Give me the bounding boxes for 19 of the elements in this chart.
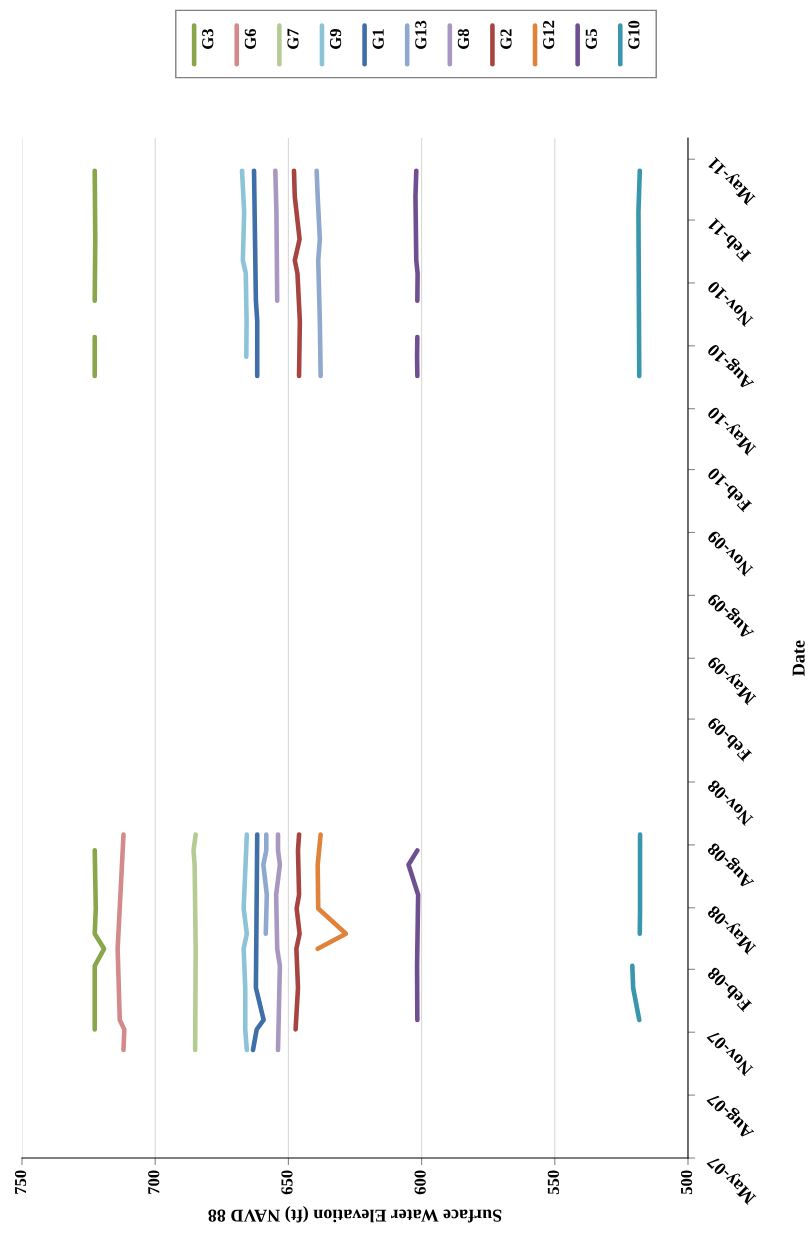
legend-label: G9 bbox=[329, 29, 342, 49]
legend-label: G12 bbox=[543, 20, 555, 49]
legend-label: G2 bbox=[500, 29, 512, 49]
legend-label: G8 bbox=[457, 29, 470, 49]
legend-label: G10 bbox=[628, 20, 640, 49]
legend-label: G6 bbox=[244, 28, 256, 49]
legend-label: G3 bbox=[202, 29, 214, 49]
legend-label: G7 bbox=[287, 28, 299, 49]
x-tick-label: 550 bbox=[547, 1170, 559, 1195]
legend-label: G5 bbox=[585, 29, 597, 49]
x-tick-label: 600 bbox=[414, 1170, 426, 1195]
x-axis-title: Surface Water Elevation (ft) NAVD 88 bbox=[208, 1205, 502, 1223]
y-axis-title: Date bbox=[792, 640, 805, 676]
x-tick-label: 500 bbox=[680, 1170, 693, 1195]
x-tick-label: 750 bbox=[14, 1170, 27, 1194]
legend-label: G13 bbox=[415, 20, 427, 49]
x-tick-label: 700 bbox=[148, 1170, 160, 1194]
x-tick-label: 650 bbox=[281, 1170, 293, 1195]
legend-label: G1 bbox=[372, 29, 384, 49]
